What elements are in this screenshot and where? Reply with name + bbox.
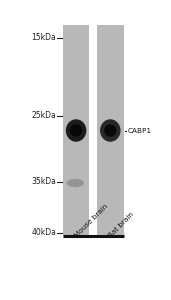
Ellipse shape	[104, 124, 116, 137]
Bar	[63, 26, 89, 236]
Text: 25kDa: 25kDa	[32, 111, 56, 120]
Ellipse shape	[100, 119, 121, 142]
Ellipse shape	[67, 179, 84, 187]
Bar	[97, 26, 123, 236]
Text: Mouse brain: Mouse brain	[74, 203, 109, 239]
Text: 35kDa: 35kDa	[32, 177, 56, 186]
Text: CABP1: CABP1	[127, 128, 151, 134]
Text: Rat brain: Rat brain	[108, 211, 135, 238]
Text: 40kDa: 40kDa	[32, 228, 56, 237]
Text: 15kDa: 15kDa	[32, 33, 56, 42]
Ellipse shape	[70, 124, 82, 137]
Ellipse shape	[66, 119, 86, 142]
